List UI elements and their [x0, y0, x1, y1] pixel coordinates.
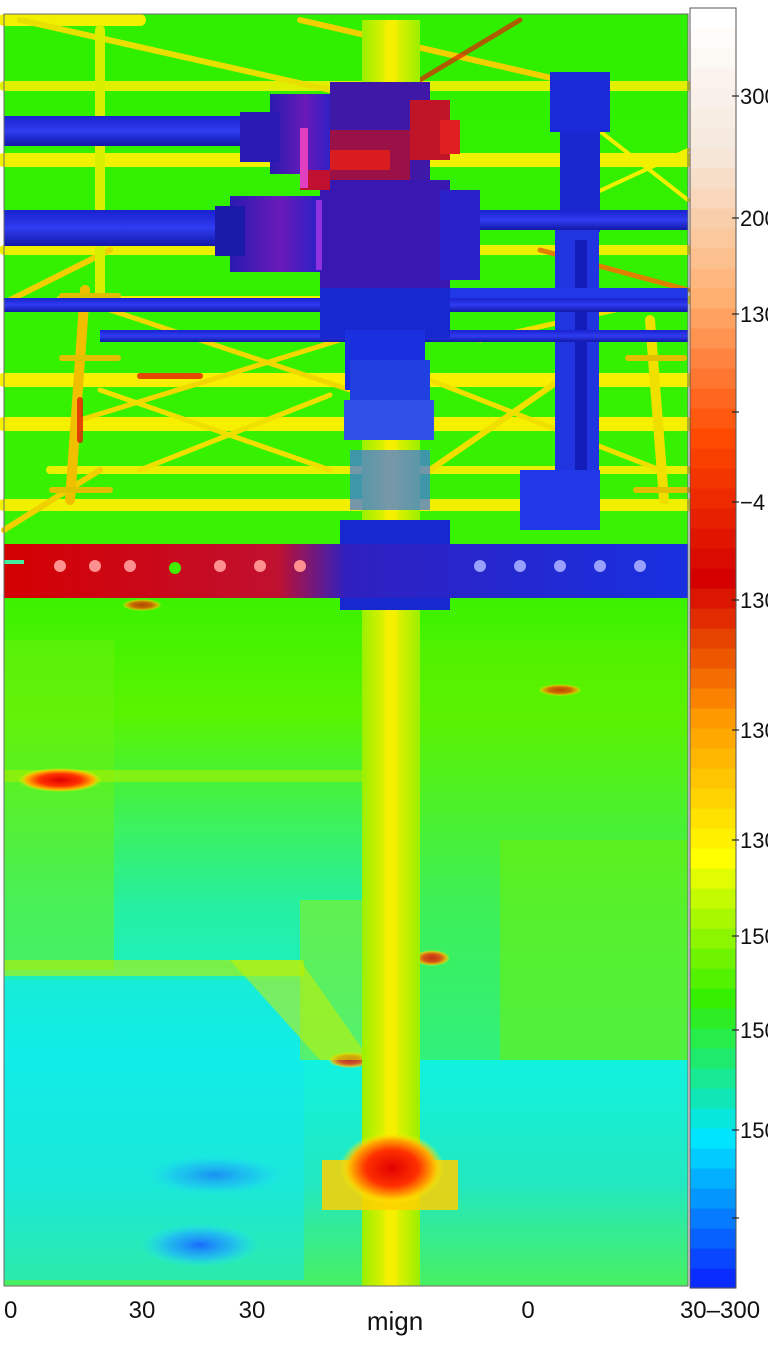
colorbar-band [690, 1108, 736, 1129]
colorbar-band [690, 568, 736, 589]
colorbar-band [690, 608, 736, 629]
colorbar-tick-label: 150 [740, 1018, 768, 1043]
x-tick-label: 30 [239, 1297, 266, 1324]
colorbar-band [690, 928, 736, 949]
colorbar-band [690, 1128, 736, 1149]
colorbar-tick-label: 300 [740, 84, 768, 109]
x-tick-label: 30 [129, 1297, 156, 1324]
colorbar-band [690, 848, 736, 869]
colorbar-band [690, 48, 736, 69]
x-axis-label: mign [367, 1306, 423, 1336]
colorbar-band [690, 368, 736, 389]
plot-frame [3, 13, 689, 1287]
colorbar-band [690, 728, 736, 749]
colorbar-band [690, 408, 736, 429]
colorbar-tick-label: 200 [740, 206, 768, 231]
colorbar-band [690, 688, 736, 709]
pipes [4, 116, 688, 342]
colorbar-band [690, 208, 736, 229]
colorbar-tick-label: 130 [740, 302, 768, 327]
colorbar-band [690, 1248, 736, 1269]
colorbar-band [690, 108, 736, 129]
colorbar-band [690, 668, 736, 689]
colorbar-band [690, 1188, 736, 1209]
colorbar-band [690, 988, 736, 1009]
colorbar-band [690, 248, 736, 269]
colorbar-band [690, 288, 736, 309]
colorbar-band [690, 1088, 736, 1109]
cross-bar [4, 544, 688, 598]
colorbar-band [690, 648, 736, 669]
colorbar-band [690, 448, 736, 469]
colorbar-band [690, 1048, 736, 1069]
colorbar-band [690, 188, 736, 209]
colorbar-band [690, 968, 736, 989]
colorbar-band [690, 348, 736, 369]
colorbar-band [690, 908, 736, 929]
x-tick-label: 30–300 [680, 1297, 760, 1324]
colorbar-band [690, 768, 736, 789]
colorbar: 300 200 130 −4 130 130 130 150 150 150 [689, 7, 768, 1289]
colorbar-band [690, 1008, 736, 1029]
colorbar-band [690, 948, 736, 969]
colorbar-tick-label: 150 [740, 924, 768, 949]
colorbar-tick-label: −4 [740, 490, 765, 515]
colorbar-band [690, 788, 736, 809]
colorbar-tick-label: 130 [740, 588, 768, 613]
colorbar-band [690, 508, 736, 529]
colorbar-tick-label: 130 [740, 718, 768, 743]
colorbar-band [690, 68, 736, 89]
colorbar-band [690, 468, 736, 489]
colorbar-band [690, 1068, 736, 1089]
colorbar-band [690, 148, 736, 169]
colorbar-band [690, 228, 736, 249]
colorbar-band [690, 328, 736, 349]
colorbar-band [690, 1268, 736, 1289]
colorbar-band [690, 1228, 736, 1249]
colorbar-band [690, 868, 736, 889]
colorbar-band [690, 748, 736, 769]
colorbar-band [690, 808, 736, 829]
colorbar-band [690, 708, 736, 729]
colorbar-band [690, 828, 736, 849]
colorbar-band [690, 628, 736, 649]
colorbar-band [690, 1148, 736, 1169]
base-hot-spot [340, 1132, 444, 1204]
colorbar-band [690, 888, 736, 909]
colorbar-band [690, 308, 736, 329]
cross-bar-cutouts [4, 560, 646, 574]
colorbar-tick-label: 150 [740, 1118, 768, 1143]
colorbar-band [690, 168, 736, 189]
colorbar-band [690, 588, 736, 609]
colorbar-band [690, 388, 736, 409]
colorbar-band [690, 1208, 736, 1229]
colorbar-band [690, 8, 736, 29]
lower-field [4, 599, 688, 1280]
colorbar-band [690, 548, 736, 569]
colorbar-band [690, 488, 736, 509]
colorbar-band [690, 428, 736, 449]
colorbar-frame [689, 7, 737, 1289]
colorbar-band [690, 1028, 736, 1049]
motor-assembly [215, 82, 480, 390]
colorbar-band [690, 1168, 736, 1189]
colorbar-band [690, 28, 736, 49]
colorbar-band [690, 528, 736, 549]
colorbar-tick-label: 130 [740, 828, 768, 853]
x-tick-label: 0 [521, 1297, 534, 1324]
colorbar-band [690, 128, 736, 149]
colorbar-band [690, 268, 736, 289]
colorbar-band [690, 88, 736, 109]
x-tick-label: 0 [4, 1297, 17, 1324]
x-axis-ticks: 0 30 30 0 30–300 [4, 1297, 760, 1324]
